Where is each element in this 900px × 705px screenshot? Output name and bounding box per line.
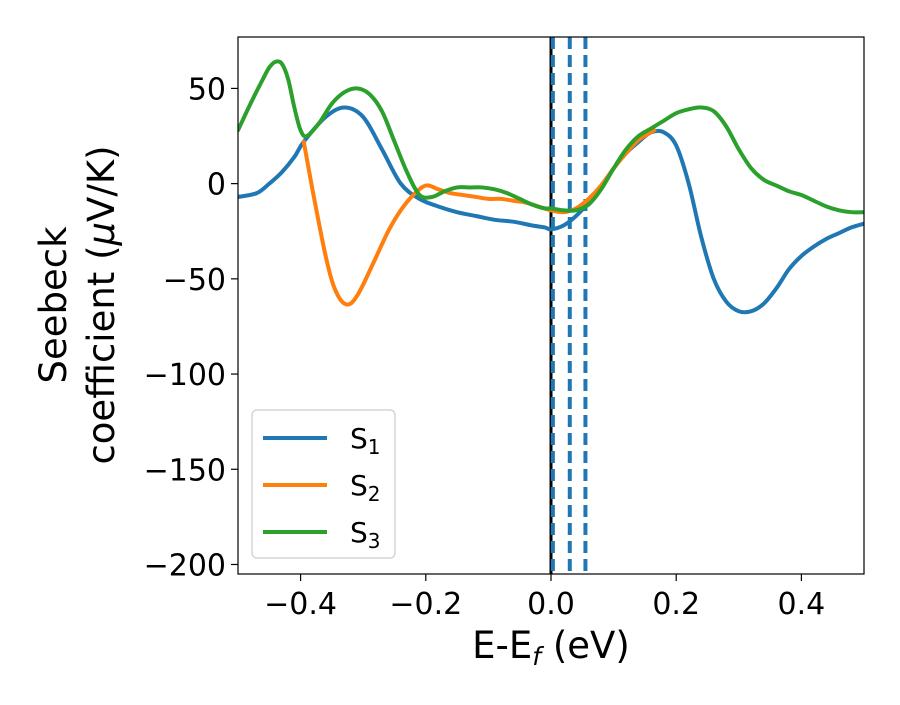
- x-tick-label: 0.4: [778, 587, 826, 622]
- legend-label-s3-sub: 3: [368, 529, 381, 553]
- legend-label-s2: S2: [350, 469, 381, 506]
- y-axis-title-text: coefficient (: [80, 245, 123, 464]
- legend-label-s2-sub: 2: [368, 482, 381, 506]
- series-lines: [238, 59, 864, 315]
- x-tick-label: −0.2: [389, 587, 462, 622]
- y-axis-title-mu: μ: [80, 222, 123, 247]
- y-axis-ticks: 50 0 −50 −100 −150 −200: [144, 72, 238, 583]
- legend-label-s1-sub: 1: [368, 435, 381, 459]
- y-tick-label: −200: [144, 548, 226, 583]
- y-tick-label: 50: [188, 72, 226, 107]
- y-axis-title-line2: coefficient (μV/K): [80, 145, 123, 464]
- legend-label-s3-main: S: [350, 516, 368, 549]
- legend-label-s1-main: S: [350, 422, 368, 455]
- x-axis-title-unit: (eV): [541, 624, 630, 667]
- legend: S1 S2 S3: [251, 409, 396, 559]
- x-axis-title: E-Ef (eV): [472, 624, 630, 671]
- y-tick-label: 0: [207, 168, 226, 203]
- vertical-lines: [549, 37, 588, 574]
- x-tick-label: 0.2: [652, 587, 700, 622]
- series-line-s3: [238, 59, 864, 215]
- y-tick-label: −100: [144, 358, 226, 393]
- y-axis-title-line1: Seebeck: [32, 226, 75, 384]
- x-axis-title-main: E-E: [472, 624, 532, 667]
- x-tick-label: −0.4: [264, 587, 337, 622]
- legend-label-s2-main: S: [350, 469, 368, 502]
- y-axis-title-unit: V/K): [80, 145, 123, 221]
- x-tick-label: 0.0: [527, 587, 575, 622]
- x-axis-ticks: −0.4 −0.2 0.0 0.2 0.4: [264, 574, 825, 622]
- y-tick-label: −150: [144, 453, 226, 488]
- legend-label-s3: S3: [350, 516, 381, 553]
- y-tick-label: −50: [163, 263, 226, 298]
- y-axis-title: Seebeck coefficient (μV/K): [32, 145, 123, 464]
- legend-label-s1: S1: [350, 422, 381, 459]
